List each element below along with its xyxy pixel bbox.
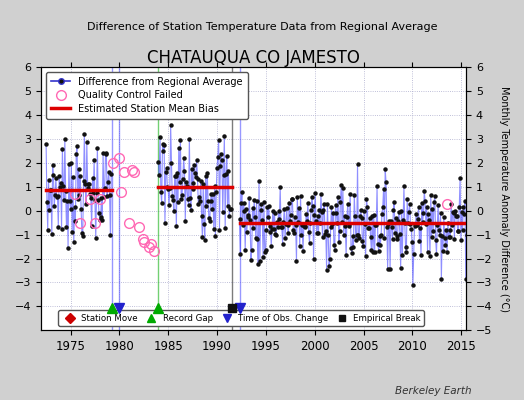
Title: CHATAUQUA CO JAMESTO: CHATAUQUA CO JAMESTO: [147, 49, 360, 67]
Legend: Station Move, Record Gap, Time of Obs. Change, Empirical Break: Station Move, Record Gap, Time of Obs. C…: [58, 310, 424, 326]
Y-axis label: Monthly Temperature Anomaly Difference (°C): Monthly Temperature Anomaly Difference (…: [499, 86, 509, 312]
Text: Berkeley Earth: Berkeley Earth: [395, 386, 472, 396]
Text: Difference of Station Temperature Data from Regional Average: Difference of Station Temperature Data f…: [87, 22, 437, 32]
